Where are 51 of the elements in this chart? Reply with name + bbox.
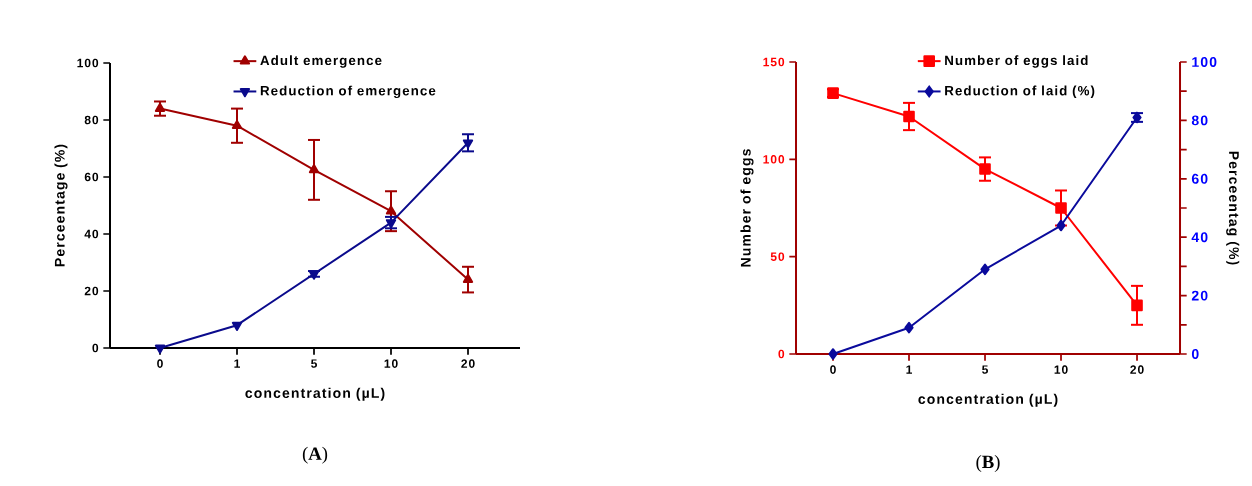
y-tick-label: 0 (92, 343, 99, 353)
text: (B) (976, 455, 1000, 472)
legend-label: Reduction of emergence (260, 85, 436, 99)
x-tick-label: 0 (830, 365, 836, 374)
point (231, 321, 243, 331)
point (828, 348, 838, 360)
point (462, 273, 474, 283)
point (385, 219, 397, 229)
y-tick-label: 100 (77, 58, 99, 68)
legend-label: Number of eggs laid (945, 55, 1088, 68)
x-tick-label: 10 (384, 359, 398, 368)
y-tick-label: 80 (84, 115, 99, 125)
y-tick-label: 40 (84, 229, 99, 239)
y-tick-label: 0 (778, 349, 785, 359)
legend-label: Reduction of laid (%) (945, 85, 1095, 99)
x-tick-label: 20 (1130, 365, 1144, 374)
point (308, 164, 320, 174)
y2-tick-label: 60 (1191, 173, 1208, 184)
y-tick-label: 50 (770, 252, 785, 261)
x-axis-title: concentration (µL) (245, 387, 385, 401)
point (979, 163, 991, 175)
point (903, 110, 915, 123)
y-tick-label: 100 (763, 155, 785, 164)
x-axis-title: concentration (µL) (918, 393, 1058, 407)
x-tick-label: 0 (157, 359, 163, 368)
y-axis-title: Number of eggs (740, 149, 754, 267)
y-tick-label: 150 (763, 57, 785, 67)
y2-tick-label: 100 (1192, 57, 1217, 67)
point (1055, 202, 1067, 214)
x-tick-label: 10 (1054, 365, 1068, 374)
y2-tick-label: 20 (1191, 290, 1208, 301)
point (1056, 219, 1066, 232)
y-tick-label: 20 (84, 286, 99, 296)
point (980, 263, 990, 276)
legend-label: Adult emergence (260, 55, 382, 68)
text: (A) (302, 446, 328, 464)
y2-tick-label: 40 (1191, 232, 1208, 243)
point (904, 321, 914, 334)
point (154, 344, 166, 354)
point (1131, 299, 1143, 312)
y2-axis-title: Perceentag (%) (1226, 151, 1240, 265)
y2-tick-label: 0 (1191, 349, 1199, 359)
y-axis-title: Perceentage (%) (54, 144, 68, 267)
x-tick-label: 20 (461, 359, 475, 368)
point (385, 205, 397, 215)
y-tick-label: 60 (84, 172, 99, 182)
y2-tick-label: 80 (1191, 115, 1208, 126)
x-tick-label: 5 (311, 359, 317, 368)
x-tick-label: 1 (906, 365, 913, 374)
x-tick-label: 5 (982, 365, 989, 374)
x-tick-label: 1 (234, 359, 240, 368)
